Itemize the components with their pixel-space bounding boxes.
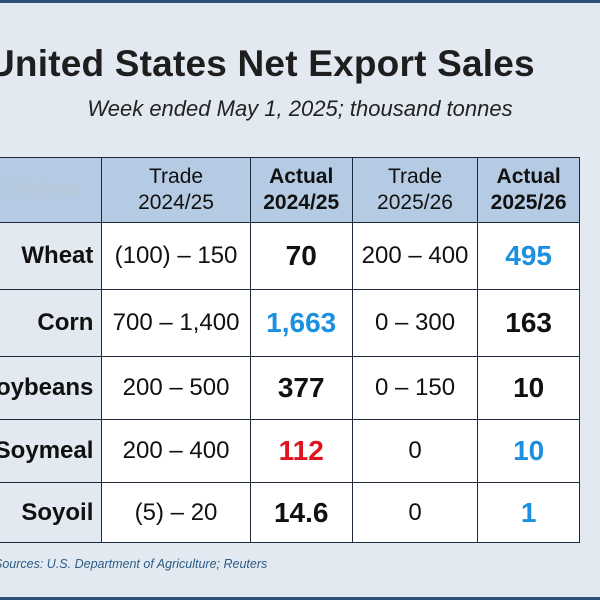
column-header-line1: Actual bbox=[269, 165, 334, 188]
trade-estimate-cell: 0 – 150 bbox=[351, 356, 479, 420]
trade-estimate-cell: 200 – 400 bbox=[101, 419, 251, 483]
export-sales-table: @kgbwx Trade 2024/25 Actual 2024/25 Trade 2… bbox=[0, 157, 580, 543]
top-border bbox=[0, 0, 600, 3]
bottom-border bbox=[0, 597, 600, 600]
trade-estimate-cell: 0 – 300 bbox=[351, 289, 479, 357]
actual-value-cell: 377 bbox=[249, 356, 353, 420]
column-header-line2: 2024/25 bbox=[263, 191, 340, 214]
actual-value-cell: 70 bbox=[249, 222, 353, 290]
actual-value-cell: 163 bbox=[477, 289, 580, 357]
actual-value-cell: 1 bbox=[477, 482, 580, 543]
actual-value-cell: 10 bbox=[477, 419, 580, 483]
row-label: Soyoil bbox=[0, 482, 103, 543]
row-label: Soymeal bbox=[0, 419, 103, 483]
trade-estimate-cell: 0 bbox=[351, 482, 479, 543]
chart-title: United States Net Export Sales bbox=[0, 43, 535, 84]
column-header: Trade 2025/26 bbox=[351, 157, 479, 223]
column-header-line1: Actual bbox=[496, 165, 561, 188]
actual-value-cell: 1,663 bbox=[249, 289, 353, 357]
chart-subtitle: Week ended May 1, 2025; thousand tonnes bbox=[87, 96, 513, 121]
trade-estimate-cell: 200 – 400 bbox=[351, 222, 479, 290]
table-row: Corn 700 – 1,400 1,663 0 – 300 163 bbox=[0, 289, 580, 357]
actual-value-cell: 112 bbox=[249, 419, 353, 483]
header-row: @kgbwx Trade 2024/25 Actual 2024/25 Trade 2… bbox=[0, 157, 580, 223]
row-label: Wheat bbox=[0, 222, 103, 290]
column-header-line1: Trade bbox=[387, 165, 443, 188]
column-header: Actual 2025/26 bbox=[477, 157, 580, 223]
column-header-line2: 2025/26 bbox=[377, 191, 453, 214]
corner-watermark: @kgbwx bbox=[0, 157, 103, 223]
column-header-line1: Trade bbox=[148, 165, 204, 188]
column-header: Trade 2024/25 bbox=[101, 157, 251, 223]
actual-value-cell: 10 bbox=[477, 356, 580, 420]
table-row: Soyoil (5) – 20 14.6 0 1 bbox=[0, 482, 580, 543]
trade-estimate-cell: (100) – 150 bbox=[101, 222, 251, 290]
table-row: Wheat (100) – 150 70 200 – 400 495 bbox=[0, 222, 580, 290]
actual-value-cell: 14.6 bbox=[249, 482, 353, 543]
actual-value-cell: 495 bbox=[477, 222, 580, 290]
trade-estimate-cell: 0 bbox=[351, 419, 479, 483]
table-container: @kgbwx Trade 2024/25 Actual 2024/25 Trade 2… bbox=[0, 157, 600, 543]
source-note: Sources: U.S. Department of Agriculture;… bbox=[0, 557, 268, 571]
column-header-line2: 2024/25 bbox=[138, 191, 214, 214]
trade-estimate-cell: 700 – 1,400 bbox=[101, 289, 251, 357]
trade-estimate-cell: (5) – 20 bbox=[101, 482, 251, 543]
column-header: Actual 2024/25 bbox=[249, 157, 353, 223]
row-label: Soybeans bbox=[0, 356, 103, 420]
table-row: Soymeal 200 – 400 112 0 10 bbox=[0, 419, 580, 483]
trade-estimate-cell: 200 – 500 bbox=[101, 356, 251, 420]
table-row: Soybeans 200 – 500 377 0 – 150 10 bbox=[0, 356, 580, 420]
row-label: Corn bbox=[0, 289, 103, 357]
column-header-line2: 2025/26 bbox=[490, 191, 567, 214]
